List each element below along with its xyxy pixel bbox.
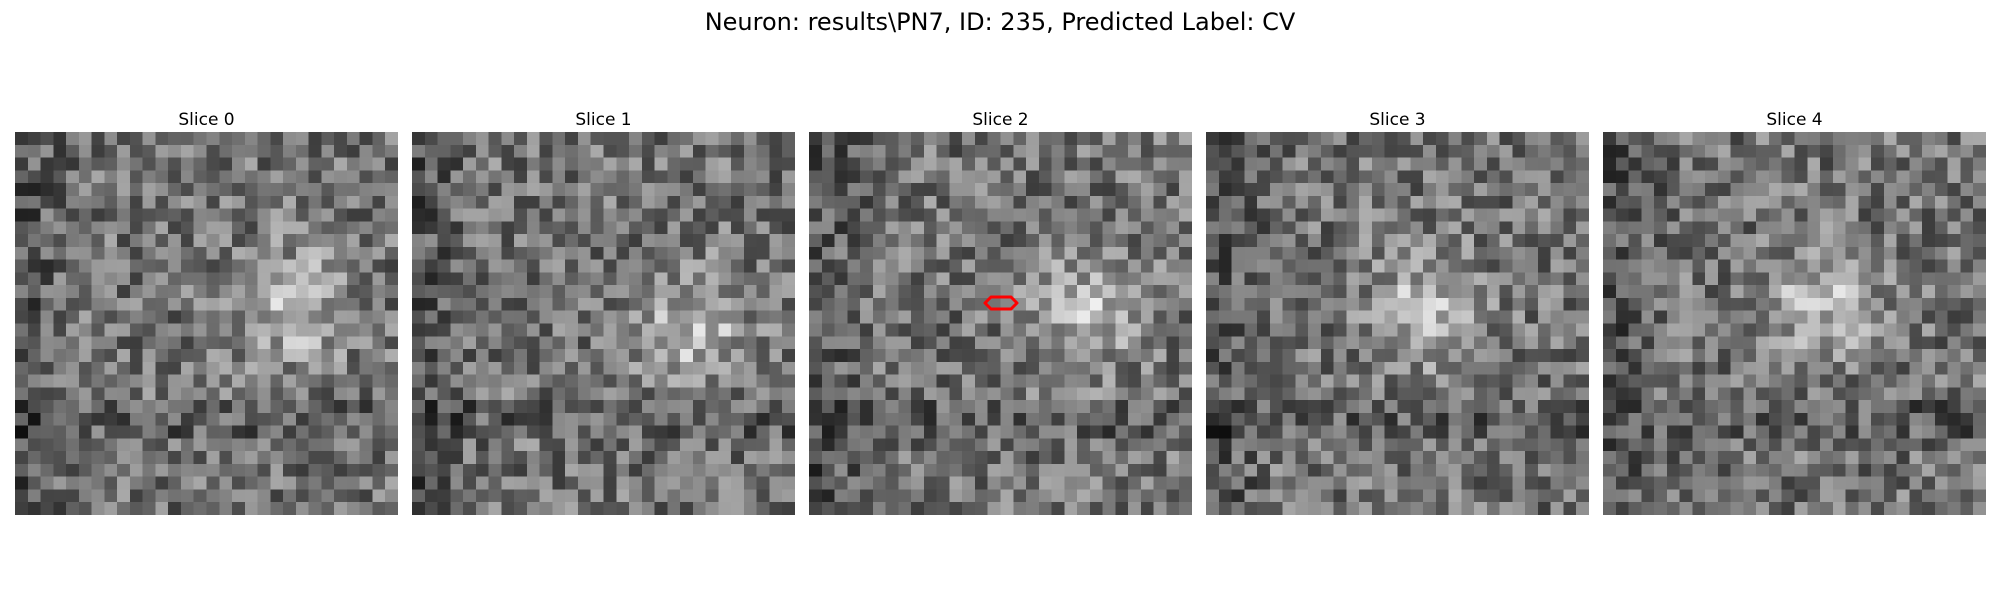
figure-title: Neuron: results\PN7, ID: 235, Predicted … bbox=[704, 8, 1296, 36]
slice-title: Slice 2 bbox=[972, 110, 1029, 130]
slice-image bbox=[15, 132, 398, 515]
slice-panel-3: Slice 3 bbox=[1206, 108, 1589, 515]
marker-contour bbox=[983, 295, 1019, 311]
slice-panel-4: Slice 4 bbox=[1603, 108, 1986, 515]
slice-image bbox=[412, 132, 795, 515]
slice-title: Slice 4 bbox=[1766, 110, 1823, 130]
slice-title: Slice 0 bbox=[178, 110, 235, 130]
slice-panel-1: Slice 1 bbox=[412, 108, 795, 515]
slice-title: Slice 1 bbox=[575, 110, 632, 130]
slice-title: Slice 3 bbox=[1369, 110, 1426, 130]
slice-panel-2: Slice 2 bbox=[809, 108, 1192, 515]
slice-panel-0: Slice 0 bbox=[15, 108, 398, 515]
slice-image bbox=[1206, 132, 1589, 515]
slice-image bbox=[809, 132, 1192, 515]
slice-image bbox=[1603, 132, 1986, 515]
